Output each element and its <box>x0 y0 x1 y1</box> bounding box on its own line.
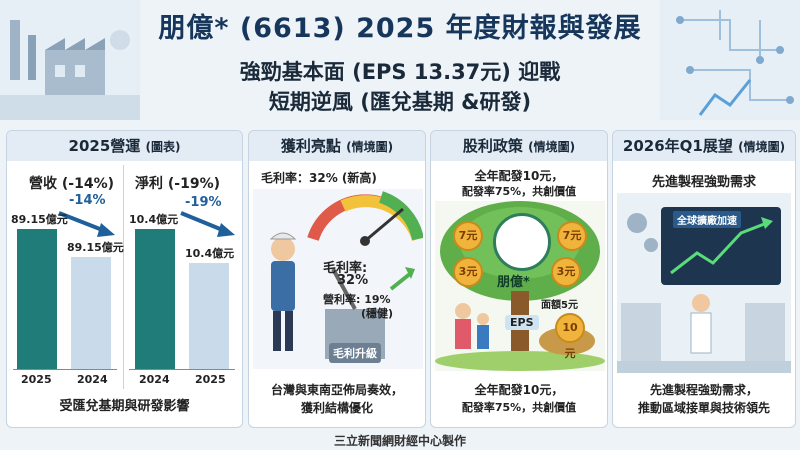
bar-label-2024: 89.15億元 <box>67 241 124 254</box>
profit-change: -19% <box>185 195 222 210</box>
panel-title: 股利政策 <box>462 137 523 155</box>
coin-3: 3元 <box>551 257 581 287</box>
x-label: 2024 <box>77 373 108 386</box>
panel-header: 獲利亮點 (情境圖) <box>249 131 425 161</box>
caption-line-2: 獲利結構優化 <box>300 401 373 415</box>
x-label: 2025 <box>195 373 226 386</box>
caption-line-1: 台灣與東南亞佈局奏效， <box>270 383 403 397</box>
tree-label: 朋億* <box>497 275 530 290</box>
panel-title: 2026年Q1展望 <box>622 137 733 155</box>
x-label: 2024 <box>139 373 170 386</box>
panel-caption: 受匯兌基期與研發影響 <box>59 399 190 414</box>
factory-illustration <box>0 0 140 120</box>
gauge-label-2: 32% <box>337 273 369 288</box>
dividend-top-line-1: 全年配發10元， <box>474 169 564 183</box>
footer-credit: 三立新聞網財經中心製作 <box>333 434 466 448</box>
subtitle-line-2: 短期逆風 (匯兌基期 &研發) <box>268 90 532 114</box>
eps-label: EPS <box>505 315 539 330</box>
profit-label: 淨利 (-19%) <box>135 176 220 192</box>
x-axis <box>13 369 117 370</box>
bar-2025 <box>17 229 57 369</box>
coin-3: 3元 <box>453 257 483 287</box>
panel-header: 2025營運 (圖表) <box>7 131 242 161</box>
panel-dividend-policy: 股利政策 (情境圖) 全年配發10元， 配發率75%，共創價值 朋億* 7元 7… <box>430 130 608 428</box>
panel-tag: (情境圖) <box>346 140 394 154</box>
profit-chart: 淨利 (-19%) -19% 10.4億元 10.4億元 2024 2025 <box>127 165 239 389</box>
coin-7: 7元 <box>453 221 483 251</box>
bar-2024 <box>71 257 111 369</box>
bar-label-2025: 10.4億元 <box>185 247 235 260</box>
x-axis <box>129 369 235 370</box>
down-arrow-icon <box>58 211 115 237</box>
x-label: 2025 <box>21 373 52 386</box>
gauge-label-3: 營利率: 19% <box>323 293 391 306</box>
panel-profit-highlights: 獲利亮點 (情境圖) 毛利率：32% (新高) 毛利率: 32% 營利率: 19… <box>248 130 426 428</box>
panel-title: 獲利亮點 <box>280 137 341 155</box>
down-arrow-icon <box>180 211 235 237</box>
revenue-label: 營收 (-14%) <box>29 176 114 192</box>
lever-label: 毛利升級 <box>329 343 381 363</box>
outlook-caption-line-2: 推動區域接單與技術領先 <box>637 401 770 415</box>
outlook-caption-line-1: 先進製程強勁需求， <box>649 383 758 397</box>
screen-label: 全球擴廠加速 <box>673 211 741 228</box>
gross-margin-line: 毛利率：32% (新高) <box>261 171 377 185</box>
panel-header: 股利政策 (情境圖) <box>431 131 607 161</box>
revenue-chart: 營收 (-14%) -14% 89.15億元 89.15億元 2025 2024 <box>11 165 124 389</box>
panel-2025-operations: 2025營運 (圖表) 營收 (-14%) -14% 89.15億元 89.15… <box>6 130 243 428</box>
bar-2024 <box>135 229 175 369</box>
dividend-bottom-line-1: 全年配發10元， <box>474 383 564 397</box>
panel-tag: (圖表) <box>145 140 181 154</box>
company-logo <box>493 213 551 271</box>
circuit-illustration <box>660 0 800 120</box>
bar-2025 <box>189 263 229 369</box>
outlook-headline: 先進製程強勁需求 <box>651 175 756 190</box>
page-title: 朋億* (6613) 2025 年度財報與發展 <box>158 13 642 44</box>
panel-tag: (情境圖) <box>528 140 576 154</box>
panel-2026-q1-outlook: 2026年Q1展望 (情境圖) 先進製程強勁需求 全球擴廠加速 先進製程強勁需求… <box>612 130 796 428</box>
panel-title: 2025營運 <box>68 137 141 155</box>
gauge-label-4: (穩健) <box>361 307 394 320</box>
panel-tag: (情境圖) <box>738 140 786 154</box>
coin-7: 7元 <box>557 221 587 251</box>
bar-label-2025: 89.15億元 <box>11 213 68 226</box>
coin-10: 10元 <box>555 313 585 360</box>
gauge-illustration <box>253 189 423 369</box>
dividend-top-line-2: 配發率75%，共創價值 <box>461 185 577 198</box>
dividend-bottom-line-2: 配發率75%，共創價值 <box>461 401 577 414</box>
dividend-label: 面額5元 <box>541 300 578 311</box>
revenue-change: -14% <box>69 193 106 208</box>
panel-header: 2026年Q1展望 (情境圖) <box>613 131 795 161</box>
subtitle-line-1: 強勁基本面 (EPS 13.37元) 迎戰 <box>239 60 561 84</box>
bar-label-2024: 10.4億元 <box>129 213 179 226</box>
gauge-label-1: 毛利率: <box>323 261 368 276</box>
